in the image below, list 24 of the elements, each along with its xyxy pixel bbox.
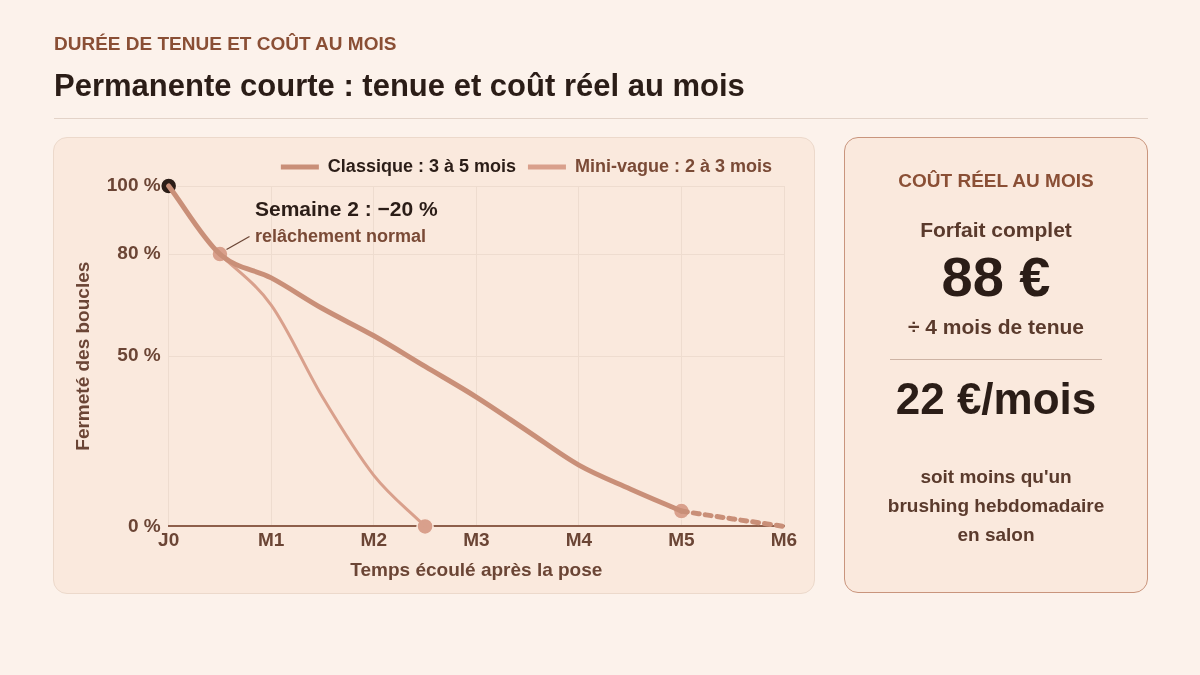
y-tick-label: 0 %	[127, 514, 161, 536]
x-tick-label: M3	[463, 529, 490, 551]
y-tick-label: 100 %	[106, 174, 161, 196]
text: 88 €	[940, 244, 1052, 309]
chart-subtitle: DURÉE DE TENUE ET COÛT AU MOIS	[54, 33, 397, 55]
annotation: relâchement normal	[254, 226, 427, 247]
legend-label: Mini-vague : 2 à 3 mois	[574, 155, 773, 176]
text: COÛT RÉEL AU MOIS	[897, 170, 1095, 192]
x-tick-label: M6	[770, 529, 798, 551]
legend-label: Classique : 3 à 5 mois	[327, 155, 516, 176]
text: ÷ 4 mois de tenue	[906, 315, 1086, 339]
y-tick-label: 50 %	[117, 344, 161, 366]
text: Forfait complet	[919, 218, 1073, 242]
x-tick-label: M4	[565, 529, 593, 551]
text: 22 €/mois	[894, 374, 1098, 424]
y-axis-title: Fermeté des boucles	[71, 261, 93, 451]
x-axis-title: Temps écoulé après la pose	[350, 558, 603, 580]
annotation: Semaine 2 : −20 %	[254, 197, 438, 221]
text: soit moins qu'un brushing hebdomadaire en salon	[887, 465, 1105, 547]
x-tick-label: M5	[668, 529, 696, 551]
y-tick-label: 80 %	[117, 242, 161, 264]
x-tick-label: M1	[258, 529, 285, 551]
chart-title: Permanente courte : tenue et coût réel au mois	[54, 68, 745, 104]
x-tick-label: M2	[360, 529, 387, 551]
